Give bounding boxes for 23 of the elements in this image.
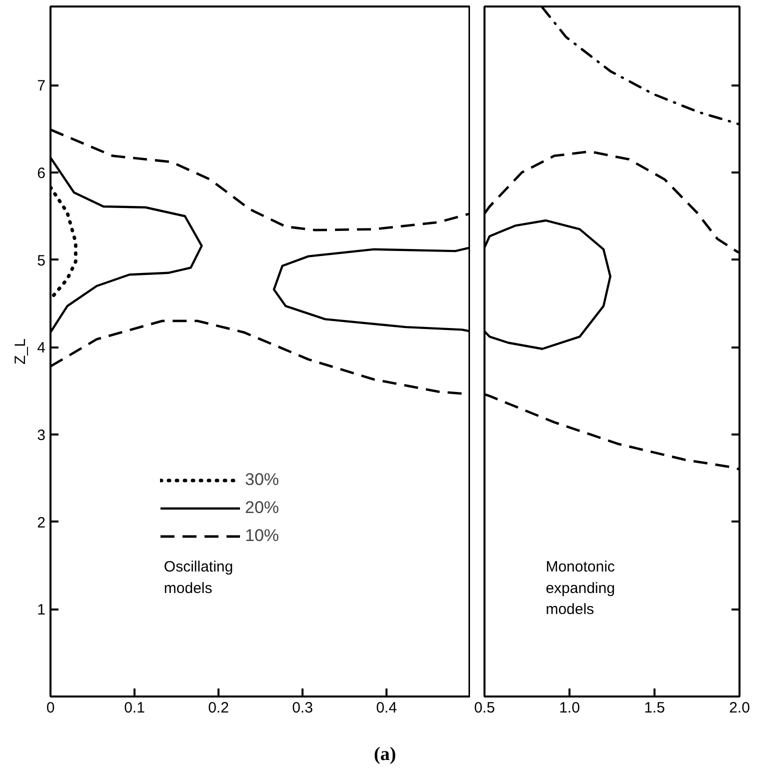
legend-label: 20% (245, 498, 280, 518)
x-tick-label: 0.4 (376, 700, 397, 716)
y-tick-label: 7 (37, 78, 46, 95)
legend-label: 10% (245, 526, 280, 546)
y-tick-label: 6 (37, 164, 46, 182)
y-tick-label: 1 (37, 602, 46, 619)
x-tick-label: 0.2 (208, 700, 229, 716)
x-tick-label: 0 (46, 700, 55, 716)
x-tick-label: 0.1 (124, 700, 145, 716)
annotation: Oscillating models (164, 558, 234, 597)
y-tick-label: 5 (37, 252, 46, 270)
y-tick-label: 2 (37, 514, 46, 532)
y-tick-label: 3 (37, 426, 46, 444)
x-tick-label: 1.5 (644, 700, 665, 716)
x-tick-label: 0.3 (292, 700, 313, 716)
y-tick-label: 4 (37, 340, 46, 357)
x-tick-label: 0.5 (474, 700, 495, 716)
text: (a) (374, 743, 396, 767)
x-tick-label: 1.0 (559, 700, 580, 716)
y-axis-title: Z_L (12, 338, 30, 364)
annotation: Monotonic expanding models (546, 558, 616, 618)
legend-label: 30% (245, 470, 280, 490)
x-tick-label: 2.0 (729, 700, 750, 716)
